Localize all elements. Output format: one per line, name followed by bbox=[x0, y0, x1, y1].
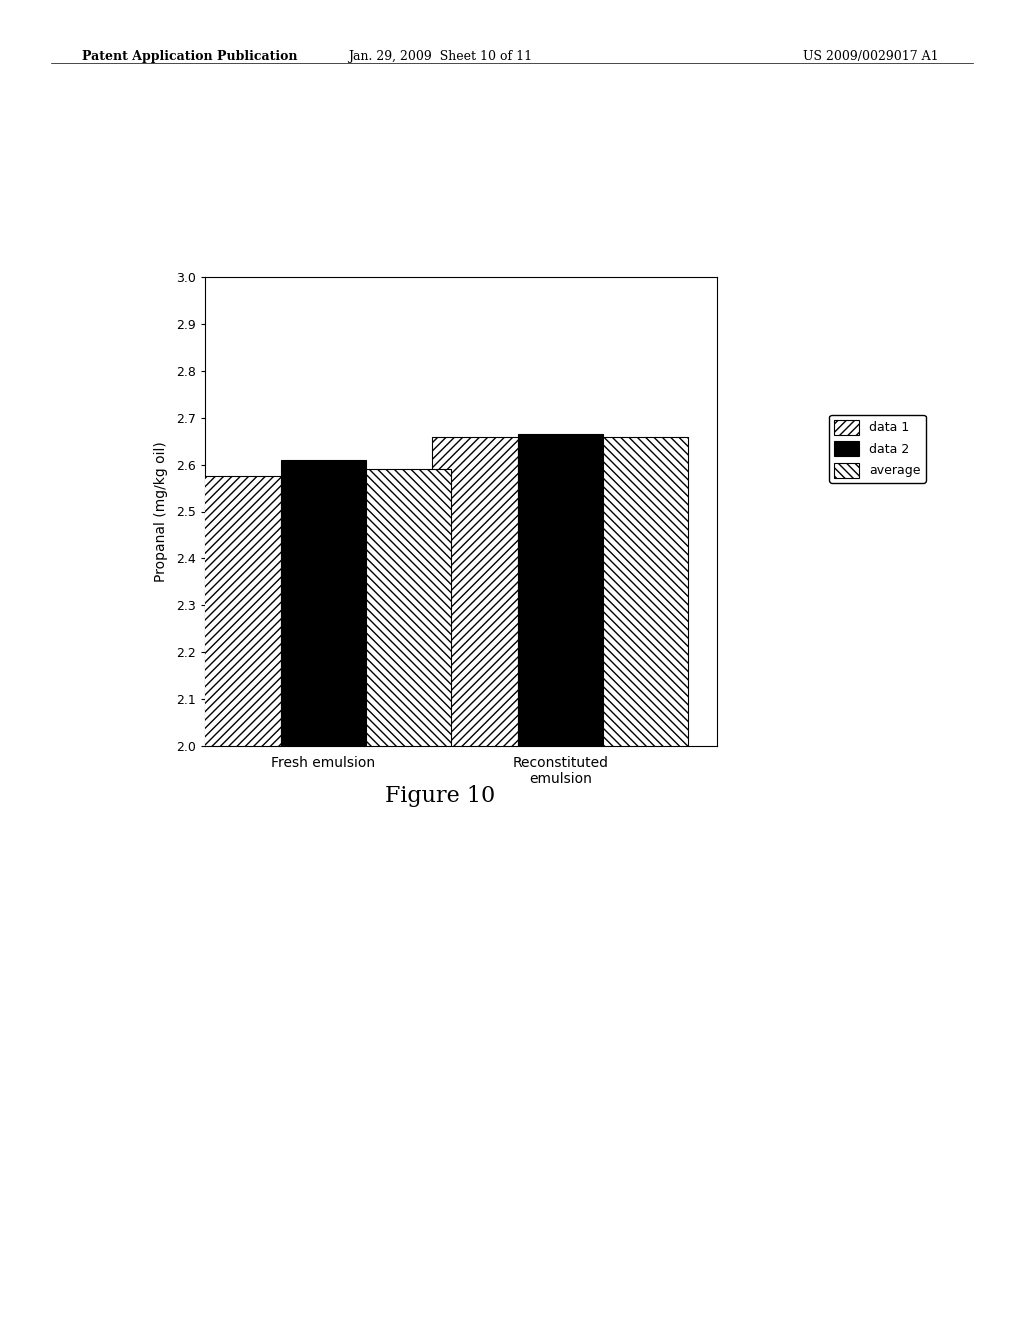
Text: Jan. 29, 2009  Sheet 10 of 11: Jan. 29, 2009 Sheet 10 of 11 bbox=[348, 50, 532, 63]
Bar bbox=[432, 437, 518, 746]
Text: Figure 10: Figure 10 bbox=[385, 785, 496, 808]
Legend: data 1, data 2, average: data 1, data 2, average bbox=[829, 414, 926, 483]
Text: US 2009/0029017 A1: US 2009/0029017 A1 bbox=[803, 50, 938, 63]
Y-axis label: Propanal (mg/kg oil): Propanal (mg/kg oil) bbox=[154, 441, 168, 582]
Bar bbox=[366, 470, 452, 746]
Bar bbox=[518, 434, 603, 746]
Bar bbox=[196, 477, 281, 746]
Text: Patent Application Publication: Patent Application Publication bbox=[82, 50, 297, 63]
Bar bbox=[281, 459, 366, 746]
Bar bbox=[603, 437, 688, 746]
